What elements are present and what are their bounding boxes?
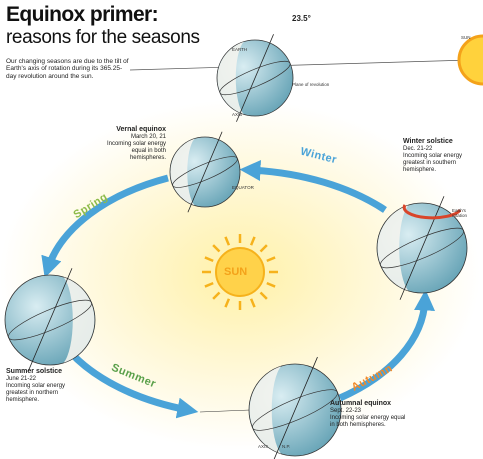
pole-label: N.P.	[282, 444, 290, 449]
position-desc: Incoming solar energy equal in both hemi…	[100, 141, 166, 162]
winter-block: Winter solstice Dec. 21-22 Incoming sola…	[403, 138, 479, 174]
autumnal-block: Autumnal equinox Sept. 22-23 Incoming so…	[330, 400, 410, 429]
position-desc: Incoming solar energy greatest in northe…	[6, 383, 84, 404]
top-sun-label: SUN	[461, 35, 471, 40]
axis-label: AXIS	[232, 112, 242, 117]
tilt-label: 23.5°	[292, 14, 311, 23]
position-date: Sept. 22-23	[330, 408, 410, 415]
sun-label: SUN	[224, 266, 247, 279]
axis-label: AXIS	[258, 444, 268, 449]
title: Equinox primer:	[6, 3, 158, 27]
position-desc: Incoming solar energy greatest in southe…	[403, 153, 479, 174]
position-date: June 21-22	[6, 376, 84, 383]
rotation-label: Earth's rotation	[452, 208, 480, 218]
position-date: Dec. 21-22	[403, 146, 479, 153]
position-name: Winter solstice	[403, 138, 479, 146]
infographic: Equinox primer: reasons for the seasons …	[0, 0, 483, 459]
summer-block: Summer solstice June 21-22 Incoming sola…	[6, 368, 84, 404]
plane-label: Plane of revolution	[292, 82, 329, 87]
subtitle: reasons for the seasons	[6, 27, 200, 49]
position-desc: Incoming solar energy equal in both hemi…	[330, 415, 410, 429]
position-name: Summer solstice	[6, 368, 84, 376]
position-name: Vernal equinox	[100, 126, 166, 134]
top-sun	[459, 36, 483, 84]
position-date: March 20, 21	[100, 134, 166, 141]
vernal-block: Vernal equinox March 20, 21 Incoming sol…	[100, 126, 166, 162]
position-name: Autumnal equinox	[330, 400, 410, 408]
earth-label: EARTH	[232, 47, 247, 52]
intro: Our changing seasons are due to the tilt…	[6, 58, 131, 80]
equator-label: EQUATOR	[232, 185, 254, 190]
plane-line	[130, 60, 470, 70]
